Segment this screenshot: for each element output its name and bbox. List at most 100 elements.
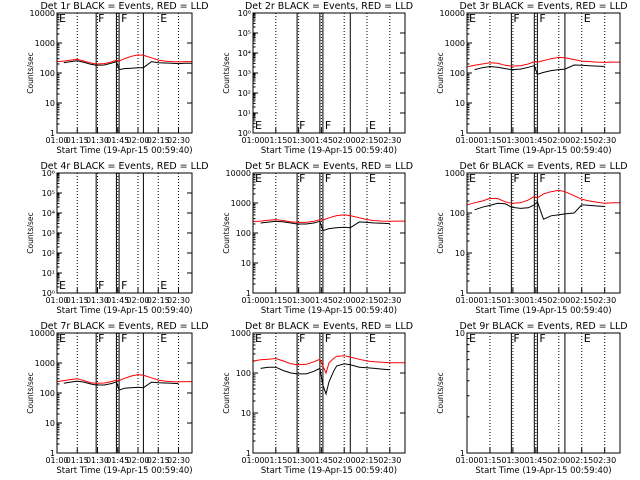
panel-8r-marker-f: F <box>325 332 331 345</box>
panel-8r-y-tick-label: 1 <box>246 449 251 458</box>
panel-2r-x-tick-label: 02:15 <box>355 136 378 145</box>
panel-3r-xlabel: Start Time (19-Apr-15 00:59:40) <box>475 146 611 156</box>
panel-4r-marker-f: F <box>121 279 127 292</box>
panel-1r-x-tick-label: 01:30 <box>86 136 109 145</box>
panel-6r-marker-f: F <box>539 172 545 185</box>
panel-1r-y-tick-label: 1000 <box>35 39 55 48</box>
panel-7r-y-tick-label: 1000 <box>35 359 55 368</box>
panel-5r-series-events <box>260 220 390 232</box>
panel-1r-x-tick-label: 02:00 <box>126 136 149 145</box>
panel-3r-x-tick-label: 02:15 <box>570 136 593 145</box>
panel-1r-marker-f: F <box>98 12 104 25</box>
panel-8r-series-lld <box>252 355 405 375</box>
panel-2r-y-tick-label: 10³ <box>238 69 251 78</box>
panel-4r-y-tick-label: 10¹ <box>42 269 55 278</box>
panel-8r-x-tick-label: 01:00 <box>241 456 264 465</box>
panel-1r-x-tick-label: 01:00 <box>45 136 68 145</box>
panel-4r-y-tick-label: 10² <box>42 249 55 258</box>
panel-3r-y-tick-label: 10 <box>455 99 465 108</box>
panel-1r-marker-e: E <box>160 12 167 25</box>
panel-3r-x-tick-label: 02:00 <box>547 136 570 145</box>
panel-3r-x-tick-label: 01:00 <box>455 136 478 145</box>
panel-8r-x-tick-label: 01:15 <box>264 456 287 465</box>
panel-3r-y-tick-label: 100 <box>450 69 465 78</box>
panel-8r-y-tick-label: 1000 <box>231 329 251 338</box>
panel-3r-series-events <box>474 64 605 76</box>
panel-7r-plot-frame <box>56 332 193 454</box>
panel-9r-title: Det 9r BLACK = Events, RED = LLD <box>459 321 627 332</box>
panel-1r-xlabel: Start Time (19-Apr-15 00:59:40) <box>56 146 192 156</box>
panel-3r-y-tick-label: 1 <box>460 129 465 138</box>
panel-7r-y-tick-label: 100 <box>40 389 55 398</box>
panel-8r-xlabel: Start Time (19-Apr-15 00:59:40) <box>261 466 397 476</box>
panel-8r-x-tick-label: 02:15 <box>355 456 378 465</box>
panel-5r-plot-frame <box>252 172 406 294</box>
panel-3r-y-tick-label: 10000 <box>440 9 465 18</box>
panel-6r-x-tick-label: 01:45 <box>524 296 547 305</box>
panel-7r-y-tick-label: 1 <box>50 449 55 458</box>
panel-4r-x-tick-label: 01:00 <box>45 296 68 305</box>
panel-2r-x-tick-label: 01:30 <box>287 136 310 145</box>
panel-8r-y-tick-label: 10 <box>241 409 251 418</box>
panel-6r-x-tick-label: 02:15 <box>570 296 593 305</box>
panel-3r-title: Det 3r BLACK = Events, RED = LLD <box>459 1 627 12</box>
panel-4r-y-tick-label: 10⁵ <box>42 189 55 198</box>
panel-8r-x-tick-label: 01:30 <box>287 456 310 465</box>
panel-3r-x-tick-label: 02:30 <box>593 136 616 145</box>
panel-6r-marker-f: F <box>513 172 519 185</box>
panel-6r-y-tick-label: 1 <box>460 289 465 298</box>
panel-5r-x-tick-label: 01:15 <box>264 296 287 305</box>
panel-3r-marker-f: F <box>539 12 545 25</box>
panel-7r-x-tick-label: 02:15 <box>147 456 170 465</box>
panel-5r-series-lld <box>252 214 405 223</box>
panel-7r-x-tick-label: 02:00 <box>126 456 149 465</box>
panel-6r-y-tick-label: 100 <box>450 209 465 218</box>
panel-4r-y-tick-label: 10⁴ <box>42 209 55 218</box>
panel-5r-y-tick-label: 10000 <box>226 169 251 178</box>
panel-6r-y-tick-label: 1000 <box>445 169 465 178</box>
panel-6r-x-tick-label: 01:30 <box>501 296 524 305</box>
panel-4r-marker-e: E <box>59 279 66 292</box>
panel-7r-y-tick-label: 10000 <box>30 329 55 338</box>
panel-8r-x-tick-label: 02:00 <box>333 456 356 465</box>
panel-2r-y-tick-label: 10⁶ <box>238 9 251 18</box>
panel-7r-ylabel: Counts/sec <box>26 372 35 413</box>
panel-4r-plot-frame <box>56 172 193 294</box>
panel-4r-x-tick-label: 01:30 <box>86 296 109 305</box>
panel-5r-marker-f: F <box>325 172 331 185</box>
panel-2r-x-tick-label: 02:00 <box>333 136 356 145</box>
panel-2r-marker-f: F <box>325 119 331 132</box>
panel-9r-x-tick-label: 01:15 <box>478 456 501 465</box>
panel-9r-x-tick-label: 02:30 <box>593 456 616 465</box>
panel-1r-marker-f: F <box>121 12 127 25</box>
panel-6r-x-tick-label: 02:30 <box>593 296 616 305</box>
panel-2r-xlabel: Start Time (19-Apr-15 00:59:40) <box>261 146 397 156</box>
panel-9r-x-tick-label: 02:00 <box>547 456 570 465</box>
panel-6r-series-lld <box>466 189 620 206</box>
panel-4r-x-tick-label: 02:30 <box>167 296 190 305</box>
panel-8r-marker-e: E <box>369 332 376 345</box>
panel-3r-marker-e: E <box>584 12 591 25</box>
panel-9r-ylabel: Counts/sec <box>436 372 445 413</box>
panel-4r-x-tick-label: 02:00 <box>126 296 149 305</box>
panel-9r-x-tick-label: 02:15 <box>570 456 593 465</box>
panel-2r-y-tick-label: 10⁴ <box>238 49 251 58</box>
panel-5r-marker-f: F <box>299 172 305 185</box>
panel-6r-title: Det 6r BLACK = Events, RED = LLD <box>459 161 627 172</box>
panel-9r-y-tick-label: 1 <box>460 449 465 458</box>
panel-1r-y-tick-label: 100 <box>40 69 55 78</box>
panel-2r-marker-e: E <box>255 119 262 132</box>
panel-5r-x-tick-label: 02:30 <box>378 296 401 305</box>
panel-7r-title: Det 7r BLACK = Events, RED = LLD <box>40 321 208 332</box>
panel-2r-marker-f: F <box>299 119 305 132</box>
panel-8r-x-tick-label: 02:30 <box>378 456 401 465</box>
panel-6r-y-tick-label: 10 <box>455 249 465 258</box>
panel-7r-x-tick-label: 01:45 <box>106 456 129 465</box>
panel-7r-x-tick-label: 01:00 <box>45 456 68 465</box>
panel-2r-x-tick-label: 01:15 <box>264 136 287 145</box>
panel-3r-y-tick-label: 1000 <box>445 39 465 48</box>
panel-4r-title: Det 4r BLACK = Events, RED = LLD <box>40 161 208 172</box>
panel-1r-y-tick-label: 10 <box>45 99 55 108</box>
